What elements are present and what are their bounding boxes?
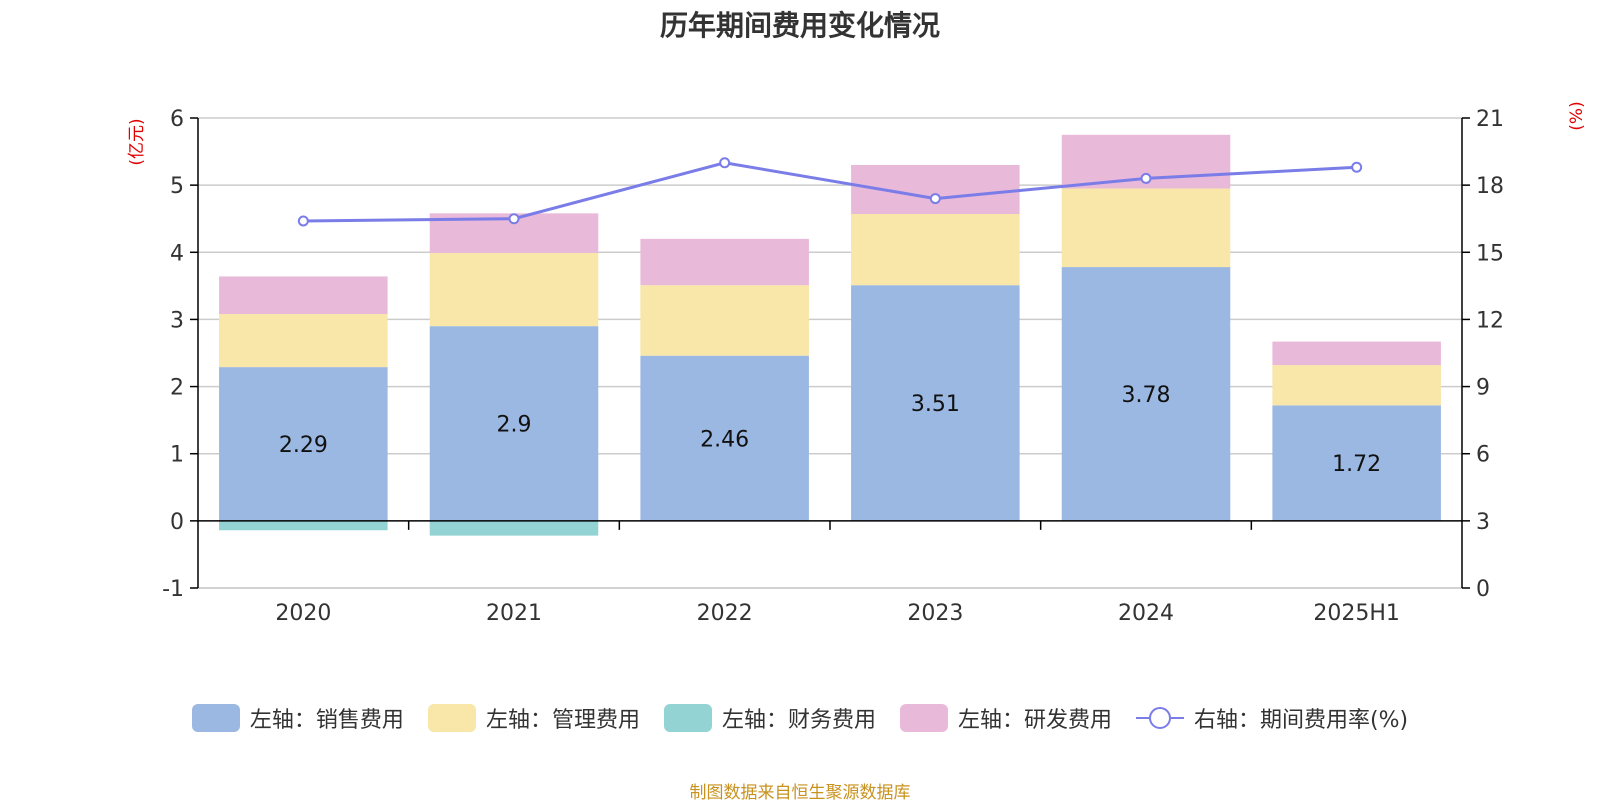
right-tick-label: 3 [1476,510,1490,535]
bar-segment [219,314,388,368]
bar-segment [851,214,1020,286]
bar-segment [219,367,388,521]
x-tick-label: 2025H1 [1313,601,1400,626]
legend-label-finance: 左轴：财务费用 [721,708,876,733]
legend-label-ratio: 右轴：期间费用率(%) [1193,708,1409,733]
right-tick-label: 12 [1476,308,1504,333]
left-tick-label: 0 [170,510,184,535]
legend-label-sales: 左轴：销售费用 [249,708,404,733]
legend-swatch-sales [191,704,240,732]
bar-segment [640,285,809,356]
right-tick-label: 18 [1476,174,1504,199]
data-label: 2.46 [700,427,749,452]
legend-swatch-rd [899,704,948,732]
x-tick-label: 2023 [907,601,963,626]
data-label: 1.72 [1332,452,1381,477]
bar-segment [1061,267,1231,521]
left-tick-label: 4 [170,241,184,266]
data-label: 3.78 [1122,383,1171,408]
right-tick-label: 6 [1476,443,1490,468]
ratio-point [508,213,520,225]
bar-segment [429,326,599,521]
left-tick-label: 6 [170,107,184,132]
right-tick-label: 0 [1476,577,1490,602]
legend-item-rd[interactable]: 左轴：研发费用 [899,702,1112,734]
legend-swatch-admin [427,704,476,732]
x-tick-label: 2021 [486,601,542,626]
bar-segment [1272,365,1441,406]
data-label: 3.51 [911,392,960,417]
source-note: 制图数据来自恒生聚源数据库 [689,783,911,803]
x-tick-label: 2020 [275,601,331,626]
data-label: 2.9 [497,413,532,438]
bar-segment [1061,188,1231,268]
ratio-point [1140,172,1152,184]
legend-swatch-ratio [1135,704,1184,732]
chart-title: 历年期间费用变化情况 [659,9,940,42]
ratio-point [1351,161,1363,173]
data-label: 2.29 [279,433,328,458]
legend-label-rd: 左轴：研发费用 [957,708,1112,733]
right-tick-label: 15 [1476,241,1504,266]
ratio-line [303,161,1357,223]
ratio-point [297,215,309,227]
bar-segment [429,520,599,536]
x-tick-label: 2022 [697,601,753,626]
left-tick-label: 5 [170,174,184,199]
left-tick-label: 3 [170,308,184,333]
bar-segment [640,355,809,521]
x-tick-label: 2024 [1118,601,1174,626]
right-tick-label: 9 [1476,376,1490,401]
left-axis-label: (亿元) [127,118,147,165]
legend-item-sales[interactable]: 左轴：销售费用 [191,702,404,734]
bar-segment [219,520,388,531]
ratio-point [719,157,731,169]
legend-item-ratio[interactable]: 右轴：期间费用率(%) [1135,702,1409,734]
legend-label-admin: 左轴：管理费用 [485,708,640,733]
right-axis-label: (%) [1567,101,1587,130]
left-tick-label: -1 [162,577,184,602]
right-tick-label: 21 [1476,107,1504,132]
bar-segment [1272,405,1441,521]
ratio-point [929,193,941,205]
bar-segment [640,238,809,286]
legend-swatch-finance [663,704,712,732]
bar-segment [219,276,388,315]
bar-segment [1272,341,1441,366]
legend-item-finance[interactable]: 左轴：财务费用 [663,702,876,734]
bar-segment [851,285,1020,521]
bar-segment [429,252,599,327]
left-tick-label: 1 [170,443,184,468]
legend: 左轴：销售费用 左轴：管理费用 左轴：财务费用 左轴：研发费用 右轴：期间费用率… [0,702,1600,734]
legend-item-admin[interactable]: 左轴：管理费用 [427,702,640,734]
left-tick-label: 2 [170,376,184,401]
